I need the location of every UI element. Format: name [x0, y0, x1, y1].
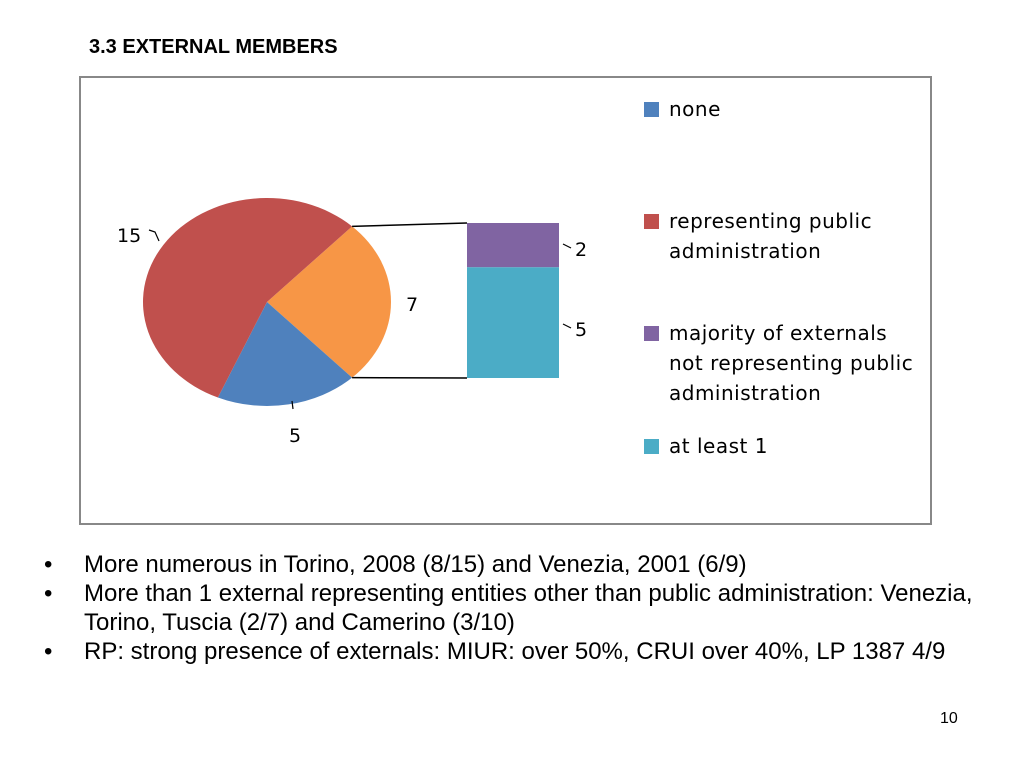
legend-label: representing public administration: [669, 209, 873, 263]
data-label-other: 7: [406, 294, 418, 316]
pie-slice-representing-public-administration: [143, 198, 353, 398]
legend-label: at least 1: [669, 434, 768, 458]
bullet-item: More numerous in Torino, 2008 (8/15) and…: [40, 550, 1000, 579]
bullet-item: RP: strong presence of externals: MIUR: …: [40, 637, 1000, 666]
bullet-list: More numerous in Torino, 2008 (8/15) and…: [40, 550, 1000, 666]
legend-swatch: [644, 326, 659, 341]
data-label-representing-public-administration: 15: [117, 225, 141, 247]
page-number: 10: [940, 710, 958, 727]
data-label-none: 5: [289, 425, 301, 447]
leader-line-representing-public-administration: [148, 229, 160, 242]
data-label-at-least-1: 5: [575, 319, 587, 341]
leader-line-bar-top: [562, 243, 572, 249]
leader-line-bar-bottom: [562, 323, 572, 329]
legend-item: at least 1: [644, 431, 914, 461]
legend-item: representing public administration: [644, 206, 914, 266]
pie-slice-none: [217, 302, 353, 406]
legend-item: majority of externals not representing p…: [644, 318, 914, 408]
chart-area: 15 7 5 2 5 none representing public administr…: [79, 76, 932, 525]
pie-slice-other: [267, 226, 391, 378]
bullet-item: More than 1 external representing entiti…: [40, 579, 1000, 637]
legend-swatch: [644, 214, 659, 229]
legend-swatch: [644, 439, 659, 454]
connector-line-top: [352, 222, 468, 228]
legend-item: none: [644, 94, 914, 124]
legend-label: none: [669, 97, 721, 121]
legend-label: majority of externals not representing p…: [669, 321, 914, 405]
leader-line-none: [291, 400, 294, 410]
slide-title: 3.3 EXTERNAL MEMBERS: [89, 36, 338, 58]
bar-of-pie-chart: 15 7 5 2 5: [117, 198, 587, 447]
data-label-majority-of-externals-not-repr: 2: [575, 239, 587, 261]
bar-segment-at-least-1: [467, 267, 559, 378]
legend-swatch: [644, 102, 659, 117]
bar-segment-majority-of-externals-not-repr: [467, 223, 559, 268]
